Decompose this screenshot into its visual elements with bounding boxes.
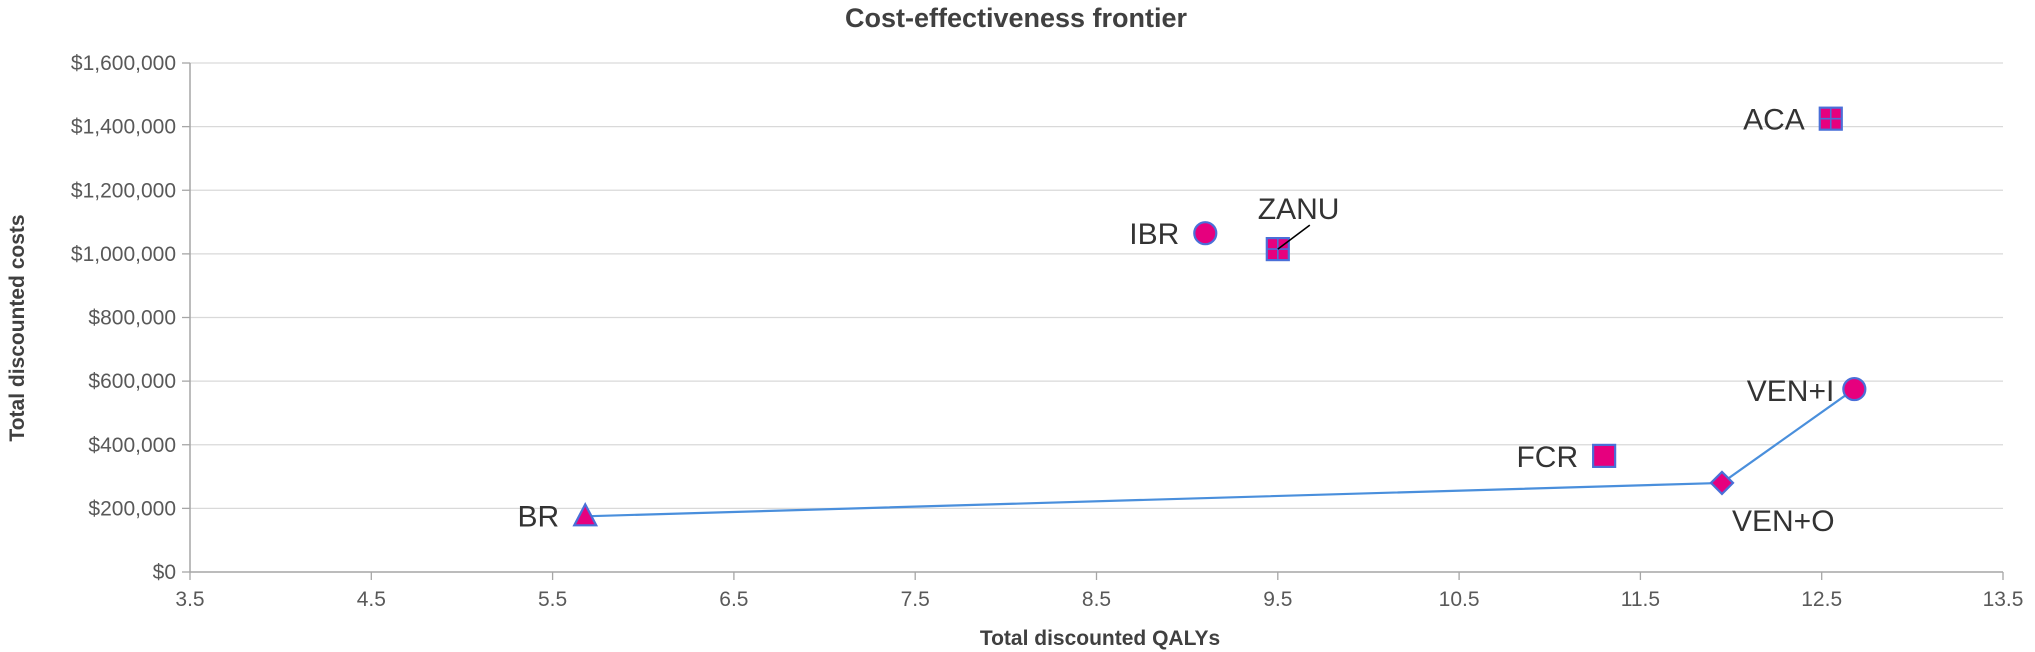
y-tick-label: $1,000,000 <box>71 243 176 266</box>
y-tick-label: $1,200,000 <box>71 179 176 202</box>
point-label: IBR <box>1129 218 1179 251</box>
x-tick-label: 10.5 <box>1439 588 1480 611</box>
x-axis-title: Total discounted QALYs <box>980 627 1220 650</box>
point-labels: BR IBR ZANU ACA FCR VEN+O VEN+I <box>518 104 1835 538</box>
marker-ven-i <box>1842 376 1867 402</box>
x-tick-label: 6.5 <box>719 588 748 611</box>
y-tick-label: $1,400,000 <box>71 116 176 139</box>
frontier-line-group <box>585 388 1855 518</box>
point-label: VEN+I <box>1747 375 1835 408</box>
point-label: BR <box>518 500 560 533</box>
y-tick-label: $400,000 <box>88 434 176 457</box>
x-tick-label: 7.5 <box>901 588 930 611</box>
point-label: VEN+O <box>1732 505 1835 538</box>
y-tick-label: $0 <box>153 561 176 584</box>
chart-title: Cost-effectiveness frontier <box>845 3 1188 33</box>
marker-ibr <box>1193 221 1218 246</box>
point-label: ACA <box>1743 104 1805 137</box>
x-tick-label: 11.5 <box>1621 588 1660 611</box>
y-tick-labels: $0 $200,000 $400,000 $600,000 $800,000 $1,000… <box>71 52 176 584</box>
y-tick-label: $800,000 <box>88 307 176 330</box>
y-axis-title: Total discounted costs <box>6 214 29 441</box>
x-tick-label: 4.5 <box>357 588 386 611</box>
gridlines <box>190 62 2003 510</box>
x-tick-label: 13.5 <box>1983 588 2024 611</box>
x-tick-label: 8.5 <box>1082 588 1111 611</box>
y-tick-label: $1,600,000 <box>71 52 176 75</box>
x-tick-label: 5.5 <box>538 588 567 611</box>
point-label: ZANU <box>1258 193 1340 226</box>
frontier-line <box>585 388 1855 518</box>
y-tick-label: $600,000 <box>88 370 176 393</box>
x-tick-labels: 3.5 4.5 5.5 6.5 7.5 8.5 9.5 10.5 11.5 12.5 13.5 <box>175 588 2023 611</box>
zanu-leader-line <box>1277 224 1311 250</box>
point-label: FCR <box>1516 441 1578 474</box>
data-points <box>572 106 1867 527</box>
marker-fcr <box>1592 443 1617 468</box>
x-tick-label: 9.5 <box>1263 588 1292 611</box>
axes <box>182 62 2004 580</box>
x-tick-label: 12.5 <box>1801 588 1842 611</box>
marker-br <box>572 501 599 527</box>
marker-ven-o <box>1709 470 1735 496</box>
x-tick-label: 3.5 <box>175 588 204 611</box>
y-tick-label: $200,000 <box>88 497 176 520</box>
